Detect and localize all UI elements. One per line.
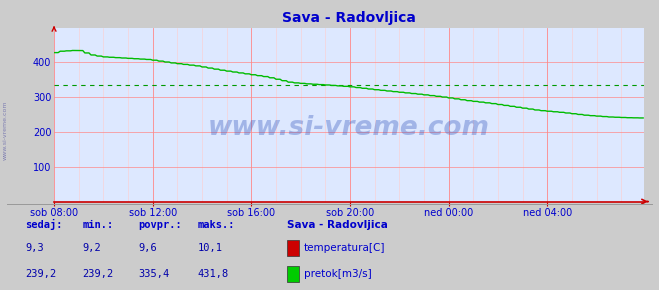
Text: 9,6: 9,6 [138, 243, 157, 253]
Title: Sava - Radovljica: Sava - Radovljica [282, 11, 416, 25]
Text: Sava - Radovljica: Sava - Radovljica [287, 220, 387, 230]
Text: www.si-vreme.com: www.si-vreme.com [3, 101, 8, 160]
Text: sedaj:: sedaj: [25, 219, 63, 230]
Text: 10,1: 10,1 [198, 243, 223, 253]
Text: temperatura[C]: temperatura[C] [304, 243, 386, 253]
Text: 431,8: 431,8 [198, 269, 229, 279]
Text: 9,3: 9,3 [25, 243, 43, 253]
Text: pretok[m3/s]: pretok[m3/s] [304, 269, 372, 279]
Text: www.si-vreme.com: www.si-vreme.com [208, 115, 490, 142]
Text: 9,2: 9,2 [82, 243, 101, 253]
Text: 239,2: 239,2 [25, 269, 56, 279]
Text: povpr.:: povpr.: [138, 220, 182, 230]
Text: 239,2: 239,2 [82, 269, 113, 279]
Text: min.:: min.: [82, 220, 113, 230]
Text: maks.:: maks.: [198, 220, 235, 230]
Text: 335,4: 335,4 [138, 269, 169, 279]
